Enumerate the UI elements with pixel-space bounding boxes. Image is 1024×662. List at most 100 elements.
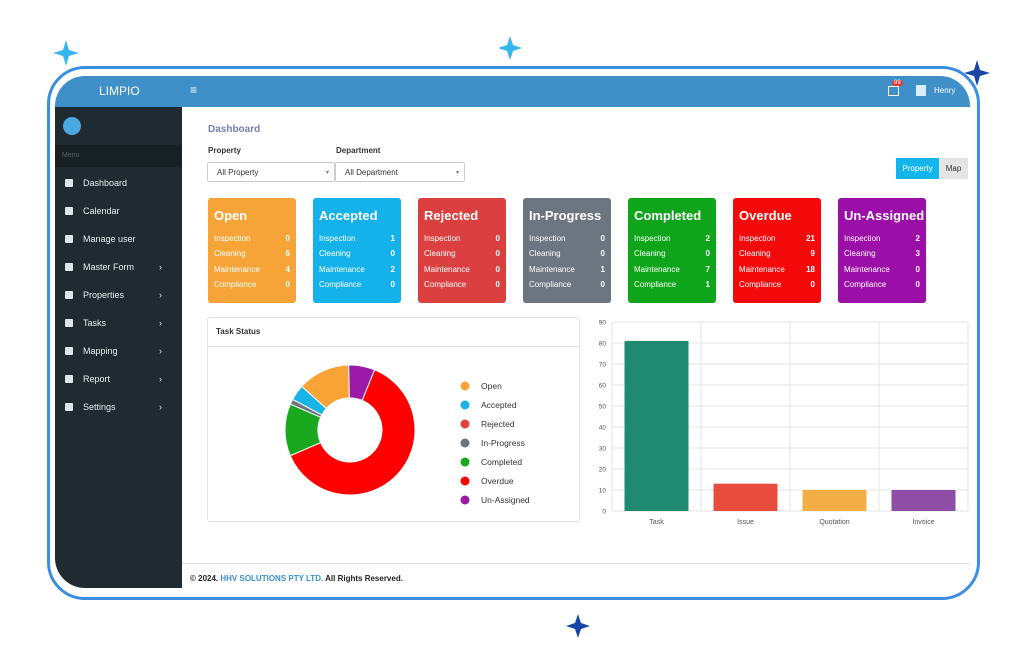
card-row: Maintenance 2 bbox=[319, 265, 395, 274]
menu-item[interactable]: Master Form › bbox=[55, 254, 182, 280]
app: LIMPIO ≡ 99 Henry Menu Dashboard Calendar… bbox=[55, 76, 970, 588]
row-value: 0 bbox=[915, 264, 920, 274]
filter-label: Property bbox=[208, 146, 241, 155]
row-label: Cleaning bbox=[214, 249, 246, 259]
x-tick-label: Issue bbox=[737, 519, 754, 526]
y-tick-label: 30 bbox=[599, 446, 607, 453]
y-tick-label: 0 bbox=[602, 509, 606, 516]
legend-swatch bbox=[460, 381, 470, 391]
card-row: Cleaning 0 bbox=[634, 249, 710, 258]
footer-text: © 2024. bbox=[190, 574, 219, 583]
row-value: 0 bbox=[915, 279, 920, 289]
y-tick-label: 80 bbox=[599, 341, 607, 348]
notification-badge: 99 bbox=[892, 80, 903, 86]
filter-select[interactable]: All Property ▾ bbox=[207, 162, 335, 182]
status-card[interactable]: Accepted Inspection 1 Cleaning 0 Maintenance 2… bbox=[313, 198, 401, 303]
page-title: Dashboard bbox=[208, 124, 261, 135]
card-row: Inspection 2 bbox=[634, 234, 710, 243]
card-row: Cleaning 6 bbox=[214, 249, 290, 258]
user-name[interactable]: Henry bbox=[934, 86, 956, 95]
row-value: 0 bbox=[810, 279, 815, 289]
status-card[interactable]: Completed Inspection 2 Cleaning 0 Maintenance… bbox=[628, 198, 716, 303]
card-row: Compliance 0 bbox=[844, 280, 920, 289]
filter-select[interactable]: All Department ▾ bbox=[335, 162, 465, 182]
row-value: 0 bbox=[600, 279, 605, 289]
menu-text: Properties bbox=[83, 290, 125, 300]
row-label: Inspection bbox=[424, 234, 461, 243]
avatar[interactable] bbox=[916, 85, 926, 96]
bar bbox=[624, 340, 689, 511]
menu-item[interactable]: Manage user bbox=[55, 226, 182, 252]
card-title: Overdue bbox=[739, 208, 792, 223]
row-label: Compliance bbox=[214, 279, 257, 289]
menu-icon bbox=[65, 347, 73, 355]
row-label: Inspection bbox=[844, 234, 881, 243]
menu-label: Menu bbox=[55, 145, 182, 167]
menu-icon bbox=[65, 235, 73, 243]
row-value: 2 bbox=[705, 234, 710, 243]
card-row: Maintenance 7 bbox=[634, 265, 710, 274]
menu-arrow: › bbox=[159, 262, 162, 272]
menu-item[interactable]: Report › bbox=[55, 366, 182, 392]
status-card[interactable]: Open Inspection 0 Cleaning 6 Maintenance 4 Comp… bbox=[208, 198, 296, 303]
menu-item[interactable]: Mapping › bbox=[55, 338, 182, 364]
menu-arrow: › bbox=[159, 346, 162, 356]
row-value: 0 bbox=[600, 249, 605, 259]
footer-divider bbox=[182, 563, 970, 564]
card-row: Compliance 0 bbox=[739, 280, 815, 289]
charts: Open Accepted Rejected In-Progress Completed… bbox=[284, 320, 969, 526]
status-card[interactable]: Rejected Inspection 0 Cleaning 0 Maintenance 0… bbox=[418, 198, 506, 303]
row-label: Inspection bbox=[319, 234, 356, 243]
legend-label: Overdue bbox=[481, 476, 514, 486]
menu-text: Calendar bbox=[83, 206, 120, 216]
x-tick-label: Task bbox=[649, 519, 664, 526]
row-label: Maintenance bbox=[319, 264, 365, 274]
menu-item[interactable]: Properties › bbox=[55, 282, 182, 308]
card-row: Maintenance 1 bbox=[529, 265, 605, 274]
legend-swatch bbox=[460, 457, 470, 467]
row-value: 21 bbox=[806, 234, 815, 243]
card-title: Open bbox=[214, 208, 248, 223]
menu-icon bbox=[65, 207, 73, 215]
menu-toggle[interactable]: ≡ bbox=[190, 83, 198, 97]
view-button[interactable]: Property bbox=[896, 158, 939, 179]
row-value: 6 bbox=[285, 249, 290, 259]
row-value: 7 bbox=[705, 264, 710, 274]
sidebar: Menu Dashboard Calendar Manage user Master … bbox=[55, 107, 182, 588]
row-value: 0 bbox=[285, 234, 290, 243]
status-card[interactable]: Un-Assigned Inspection 2 Cleaning 3 Maintenan… bbox=[838, 198, 926, 303]
row-label: Maintenance bbox=[634, 264, 680, 274]
row-value: 18 bbox=[806, 264, 815, 274]
row-value: 3 bbox=[915, 249, 920, 259]
footer: © 2024. HHV SOLUTIONS PTY LTD. All Right… bbox=[190, 574, 403, 583]
menu-item[interactable]: Settings › bbox=[55, 394, 182, 420]
row-value: 0 bbox=[285, 279, 290, 289]
card-row: Cleaning 3 bbox=[844, 249, 920, 258]
panel-title: Task Status bbox=[216, 327, 261, 336]
menu-item[interactable]: Dashboard bbox=[55, 170, 182, 196]
view-button[interactable]: Map bbox=[939, 158, 968, 179]
menu-item[interactable]: Calendar bbox=[55, 198, 182, 224]
card-row: Compliance 0 bbox=[424, 280, 500, 289]
row-label: Inspection bbox=[214, 234, 251, 243]
card-title: In-Progress bbox=[529, 208, 602, 223]
row-label: Cleaning bbox=[424, 249, 456, 259]
legend-swatch bbox=[460, 495, 470, 505]
card-title: Un-Assigned bbox=[844, 208, 925, 223]
row-label: Cleaning bbox=[529, 249, 561, 259]
footer-link[interactable]: HHV SOLUTIONS PTY LTD. bbox=[220, 574, 324, 583]
row-value: 0 bbox=[390, 249, 395, 259]
menu-text: Dashboard bbox=[83, 178, 128, 188]
status-card[interactable]: Overdue Inspection 21 Cleaning 9 Maintenance 1… bbox=[733, 198, 821, 303]
menu-text: Tasks bbox=[83, 318, 107, 328]
mail-icon[interactable] bbox=[888, 86, 899, 96]
menu-icon bbox=[65, 263, 73, 271]
card-row: Maintenance 4 bbox=[214, 265, 290, 274]
status-card[interactable]: In-Progress Inspection 0 Cleaning 0 Maintenan… bbox=[523, 198, 611, 303]
brand[interactable]: LIMPIO bbox=[99, 84, 140, 98]
bar bbox=[713, 483, 778, 511]
menu-item[interactable]: Tasks › bbox=[55, 310, 182, 336]
legend-label: Accepted bbox=[481, 400, 517, 410]
legend-swatch bbox=[460, 476, 470, 486]
